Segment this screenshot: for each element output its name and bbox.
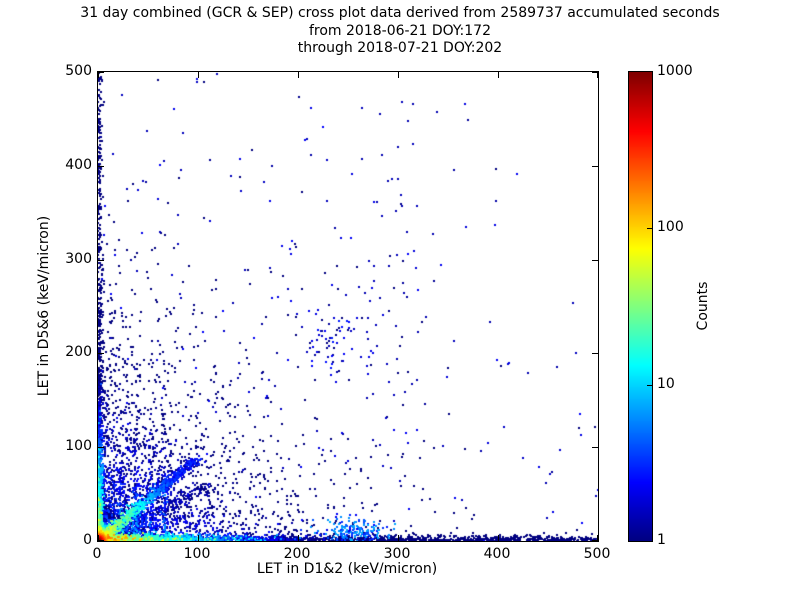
y-tick-mark [98, 166, 104, 167]
y-tick-mark [98, 260, 104, 261]
title-line-1: 31 day combined (GCR & SEP) cross plot d… [80, 5, 720, 21]
y-tick-mark [98, 447, 104, 448]
y-tick-mark [592, 72, 598, 73]
x-tick-mark [398, 535, 399, 541]
y-tick-mark [592, 260, 598, 261]
y-tick-label: 100 [65, 438, 92, 455]
x-tick-label: 300 [383, 546, 411, 562]
x-tick-mark [498, 535, 499, 541]
y-tick-mark [98, 353, 104, 354]
x-axis-label: LET in D1&2 (keV/micron) [256, 561, 438, 577]
y-tick-label: 300 [65, 250, 92, 267]
x-tick-mark [398, 72, 399, 78]
y-tick-mark [592, 353, 598, 354]
colorbar-tick-label: 10 [657, 375, 675, 392]
scatter-canvas [98, 72, 598, 541]
colorbar-tick-label: 1 [657, 532, 666, 548]
y-axis-label: LET in D5&6 (keV/micron) [36, 215, 52, 397]
chart-title: 31 day combined (GCR & SEP) cross plot d… [0, 5, 800, 58]
colorbar-tick-mark [647, 385, 652, 386]
x-tick-mark [198, 535, 199, 541]
x-tick-label: 0 [92, 546, 102, 562]
y-tick-mark [592, 540, 598, 541]
colorbar [628, 71, 653, 542]
x-tick-mark [597, 535, 598, 541]
title-line-2: from 2018-06-21 DOY:172 [308, 22, 491, 39]
x-tick-mark [298, 535, 299, 541]
colorbar-gradient-canvas [629, 72, 652, 541]
y-tick-label: 500 [65, 63, 92, 79]
x-tick-label: 200 [283, 546, 311, 562]
x-tick-label: 100 [183, 546, 211, 562]
x-tick-mark [498, 72, 499, 78]
colorbar-label: Counts [695, 281, 711, 331]
y-tick-label: 200 [65, 344, 92, 361]
x-tick-mark [98, 72, 99, 78]
y-tick-mark [592, 166, 598, 167]
y-tick-label: 0 [83, 532, 92, 548]
x-tick-mark [98, 535, 99, 541]
x-tick-mark [298, 72, 299, 78]
colorbar-tick-label: 100 [657, 219, 684, 236]
y-tick-label: 400 [65, 156, 92, 173]
y-tick-mark [98, 72, 104, 73]
plot-area [97, 71, 599, 542]
colorbar-tick-mark [647, 228, 652, 229]
x-tick-mark [597, 72, 598, 78]
title-line-3: through 2018-07-21 DOY:202 [297, 40, 503, 56]
colorbar-tick-label: 1000 [657, 63, 693, 79]
x-tick-label: 400 [483, 546, 511, 562]
y-tick-mark [98, 540, 104, 541]
x-tick-mark [198, 72, 199, 78]
x-tick-label: 500 [583, 546, 611, 562]
y-tick-mark [592, 447, 598, 448]
